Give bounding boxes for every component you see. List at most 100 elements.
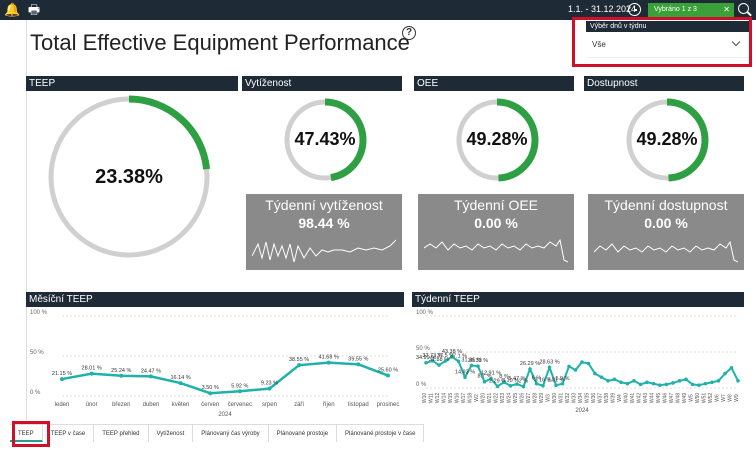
page-tabs: TEEP TEEP v čase TEEP přehled Vytíženost… (10, 424, 425, 444)
x-tick-label: únor (86, 402, 98, 408)
x-tick-label: W39 (611, 393, 617, 404)
data-point (632, 379, 636, 383)
data-point (710, 380, 714, 385)
data-point (60, 377, 64, 382)
dostupnost-value: 49.28% (636, 129, 698, 149)
y-tick-label: 0 % (30, 390, 41, 396)
x-tick-label: W3 (546, 394, 552, 402)
dostupnost-donut-arc (625, 98, 709, 182)
data-point (437, 363, 441, 367)
slicer-dropdown[interactable]: Vše (586, 32, 749, 58)
vytizenost-donut-arc (283, 98, 367, 182)
data-point (297, 363, 302, 368)
x-tick-label: W14 (442, 393, 448, 404)
x-tick-label: W11 (429, 393, 435, 403)
data-point (690, 382, 695, 387)
data-point (554, 383, 558, 388)
x-tick-label: W38 (604, 393, 610, 404)
x-tick-label: W33 (572, 393, 578, 404)
data-point (671, 381, 675, 385)
y-tick-label: 0 % (416, 382, 427, 388)
data-point (586, 361, 591, 366)
tab-6[interactable]: Plánované prostoje v čase (337, 424, 425, 442)
data-label: 5.92 % (231, 383, 248, 389)
data-label: 43.38 % (442, 349, 462, 355)
data-point (619, 380, 623, 385)
tab-2[interactable]: TEEP přehled (94, 424, 149, 442)
data-point (573, 368, 578, 372)
weekly-oee-box: Týdenní OEE 0.00 % (418, 194, 574, 270)
weekday-slicer[interactable]: Výběr dnů v týdnu Vše (586, 21, 749, 63)
selection-pill[interactable]: Vybráno 1 z 3 ✕ (648, 3, 734, 17)
data-point (424, 361, 428, 365)
data-point (723, 371, 727, 376)
x-tick-label: W23 (500, 393, 506, 404)
dostupnost-donut (625, 98, 709, 182)
weekly-teep-header: Týdenní TEEP (412, 292, 744, 307)
weekly-vytizenost-sparkline (252, 239, 396, 263)
data-label: 9.23 % (261, 381, 278, 387)
weekly-vytizenost-value: 98.44 % (298, 215, 350, 231)
report-canvas (26, 20, 746, 420)
vytizenost-donut (283, 98, 367, 182)
data-point (515, 382, 519, 386)
x-tick-label: leden (55, 402, 70, 408)
data-point (684, 377, 688, 382)
x-tick-label: W41 (630, 393, 636, 404)
data-label: 8 % (499, 374, 509, 380)
data-label: 25.60 % (378, 368, 398, 374)
page-title: Total Effective Equipment Performance (30, 30, 410, 55)
x-tick-label: W52 (708, 393, 714, 404)
data-point (148, 374, 153, 379)
data-point (430, 359, 435, 363)
x-tick-label: W49 (682, 393, 688, 404)
tab-3[interactable]: Vytíženost (148, 424, 194, 442)
data-point (489, 376, 493, 381)
x-tick-label: W29 (539, 393, 545, 404)
teep-donut-arc (47, 95, 211, 259)
data-point (469, 363, 474, 368)
teep-value: 23.38% (95, 166, 163, 188)
tab-5[interactable]: Plánované prostoje (268, 424, 338, 442)
weekly-vytizenost-box: Týdenní vytíženost 98.44 % (246, 194, 402, 270)
x-tick-label: W36 (591, 393, 597, 404)
help-icon[interactable]: ? (402, 26, 416, 40)
print-icon[interactable]: 🖶 (27, 2, 41, 17)
tab-4[interactable]: Plánovaný čas výroby (193, 424, 269, 442)
x-tick-label: W7 (721, 394, 727, 402)
data-label: 5.9 % (555, 376, 569, 382)
data-point (450, 354, 454, 359)
weekly-dostupnost-sparkline (594, 240, 738, 263)
x-tick-label: červenec (228, 402, 252, 408)
data-point (521, 384, 526, 389)
clock-icon[interactable] (628, 3, 641, 16)
weekly-dostupnost-box: Týdenní dostupnost 0.00 % (588, 194, 744, 270)
series-line (61, 361, 389, 395)
data-point (463, 375, 467, 380)
data-label: 24.47 % (141, 368, 161, 374)
x-tick-label: W20 (481, 393, 487, 404)
x-tick-label: W8 (728, 394, 734, 402)
data-point (567, 364, 571, 369)
x-axis-label: 2024 (218, 412, 232, 418)
tab-0[interactable]: TEEP (10, 424, 43, 442)
x-tick-label: říjen (323, 402, 335, 408)
data-point (593, 371, 597, 376)
x-tick-label: W18 (468, 393, 474, 404)
alert-bell-icon[interactable]: 🔔 (4, 2, 21, 17)
x-tick-label: W28 (533, 393, 539, 404)
x-tick-label: W4 (617, 394, 623, 402)
tab-1[interactable]: TEEP v čase (42, 424, 95, 442)
x-tick-label: W34 (578, 393, 584, 404)
data-label: 2 % (519, 379, 529, 385)
data-point (606, 379, 610, 383)
data-label: 37.1 % (450, 353, 467, 359)
search-icon[interactable] (738, 3, 749, 14)
oee-donut (455, 98, 539, 182)
clear-selection-icon[interactable]: ✕ (723, 5, 730, 14)
data-label: 26.29 % (520, 361, 540, 367)
data-point (267, 386, 272, 391)
weekly-dostupnost-label: Týdenní dostupnost (604, 197, 728, 213)
data-point (677, 379, 682, 383)
x-tick-label: W42 (637, 393, 643, 404)
